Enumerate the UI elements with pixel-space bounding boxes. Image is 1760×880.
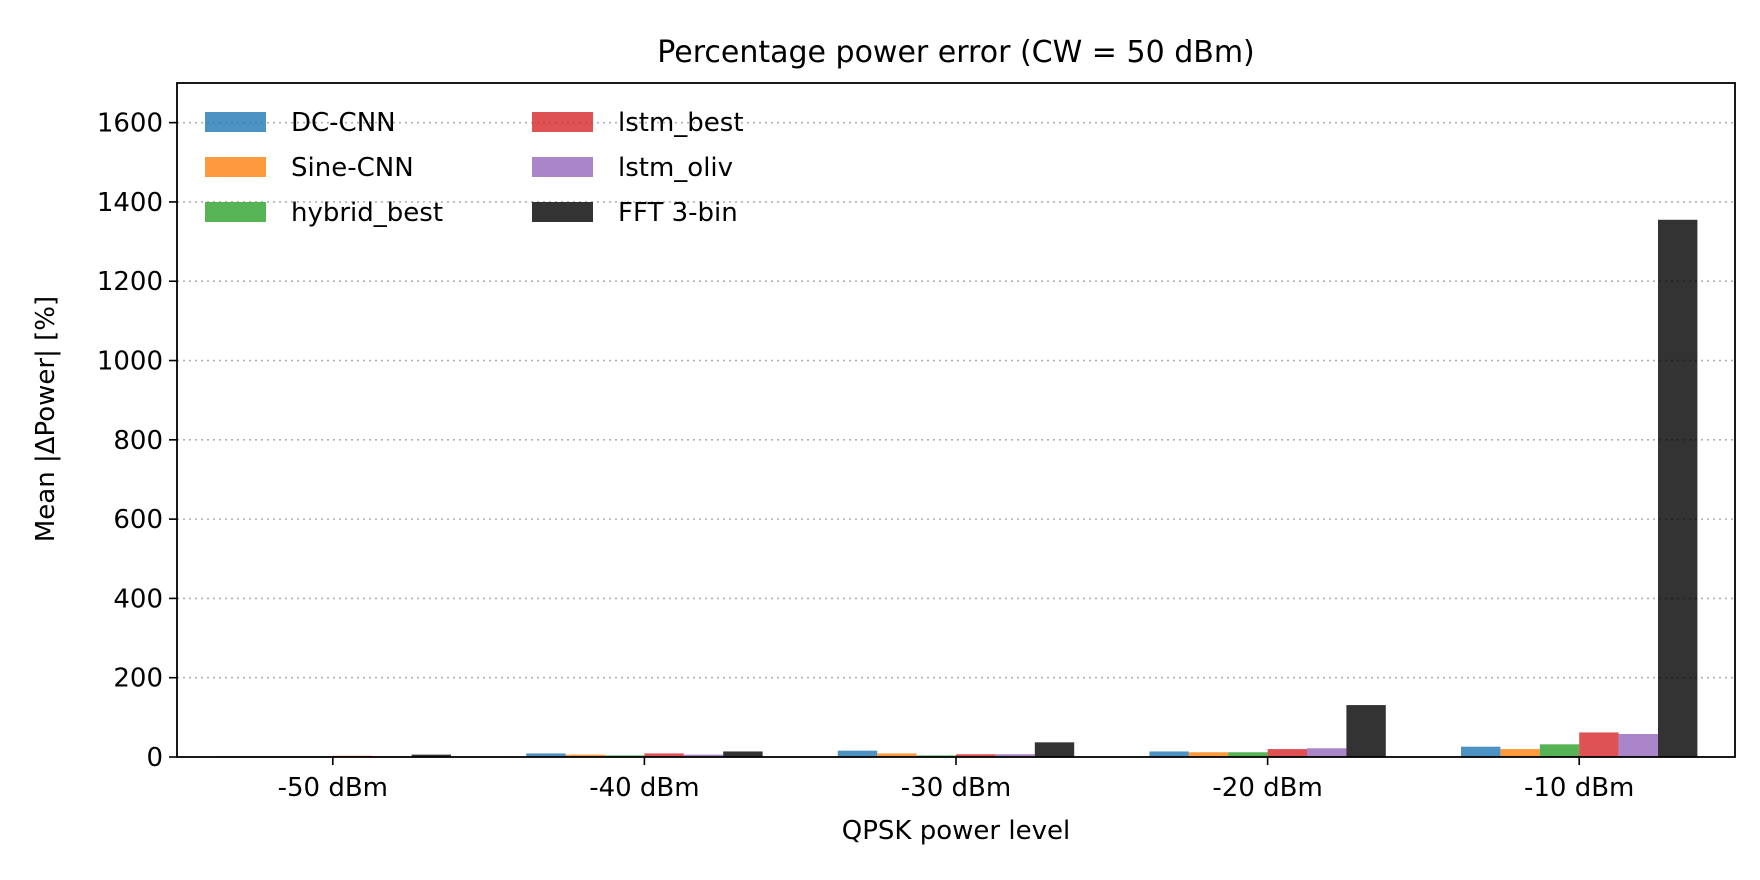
bar-lstm-best-2	[956, 754, 996, 757]
legend-item: hybrid_best	[205, 198, 443, 228]
legend-swatch	[205, 202, 266, 222]
x-tick-label: -50 dBm	[278, 773, 388, 803]
bar-lstm-best-4	[1579, 732, 1619, 757]
bar-lstm-oliv-1	[683, 754, 724, 757]
bar-sine-cnn-3	[1188, 752, 1229, 757]
y-tick-label: 1400	[97, 188, 163, 218]
bar-lstm-oliv-2	[995, 754, 1035, 757]
y-tick-label: 0	[146, 743, 163, 773]
bar-sine-cnn-2	[877, 753, 917, 757]
x-axis-ticks: -50 dBm -40 dBm -30 dBm -20 dBm -10 dBm	[278, 757, 1634, 803]
x-tick-label: -20 dBm	[1212, 773, 1322, 803]
legend-swatch	[532, 157, 593, 177]
bar-sine-cnn-4	[1500, 749, 1540, 757]
legend-label: hybrid_best	[291, 198, 443, 228]
bars	[214, 219, 1698, 757]
legend-label: Sine-CNN	[291, 153, 414, 183]
legend-item: FFT 3-bin	[532, 198, 738, 228]
bar-dc-cnn-3	[1149, 751, 1189, 757]
legend-label: FFT 3-bin	[618, 198, 738, 228]
bar-dc-cnn-4	[1461, 746, 1501, 757]
bar-hybrid-best-4	[1539, 744, 1580, 757]
legend-swatch	[532, 202, 593, 222]
y-tick-label: 1200	[97, 267, 163, 297]
x-tick-label: -10 dBm	[1524, 773, 1634, 803]
bar-fft-3-bin-3	[1346, 705, 1386, 757]
y-tick-label: 800	[113, 426, 163, 456]
x-axis-label: QPSK power level	[842, 816, 1070, 846]
legend-label: DC-CNN	[291, 108, 396, 138]
legend: DC-CNN Sine-CNN hybrid_best lstm_best lstm_o…	[205, 108, 744, 228]
legend-label: lstm_oliv	[618, 153, 733, 183]
bar-fft-3-bin-2	[1034, 742, 1075, 757]
y-tick-label: 400	[113, 584, 163, 614]
y-axis-label: Mean |ΔPower| [%]	[31, 296, 61, 542]
bar-fft-3-bin-1	[723, 751, 763, 757]
bar-dc-cnn-2	[837, 750, 878, 757]
bar-fft-3-bin-4	[1658, 219, 1698, 757]
legend-item: lstm_oliv	[532, 153, 733, 183]
gridlines	[177, 121, 1735, 679]
bar-hybrid-best-3	[1228, 752, 1268, 757]
bar-lstm-best-3	[1267, 749, 1307, 757]
legend-swatch	[205, 112, 266, 132]
bar-lstm-oliv-3	[1307, 748, 1347, 757]
bar-sine-cnn-1	[565, 754, 605, 757]
legend-swatch	[532, 112, 593, 132]
bar-dc-cnn-1	[526, 753, 566, 757]
y-tick-label: 600	[113, 505, 163, 535]
bar-lstm-best-1	[644, 753, 684, 757]
legend-item: Sine-CNN	[205, 153, 414, 183]
legend-item: DC-CNN	[205, 108, 396, 138]
legend-item: lstm_best	[532, 108, 744, 138]
plot-area-frame	[176, 82, 1736, 758]
y-axis-ticks: 0 200 400 600 800 1000 1200 1400 1600	[97, 109, 177, 773]
y-tick-label: 1000	[97, 347, 163, 377]
legend-label: lstm_best	[618, 108, 744, 138]
bar-fft-3-bin-0	[411, 754, 451, 757]
y-tick-label: 200	[113, 664, 163, 694]
bar-lstm-oliv-4	[1618, 734, 1658, 757]
legend-swatch	[205, 157, 266, 177]
y-tick-label: 1600	[97, 109, 163, 139]
x-tick-label: -30 dBm	[901, 773, 1011, 803]
x-tick-label: -40 dBm	[589, 773, 699, 803]
chart-title: Percentage power error (CW = 50 dBm)	[657, 35, 1255, 70]
